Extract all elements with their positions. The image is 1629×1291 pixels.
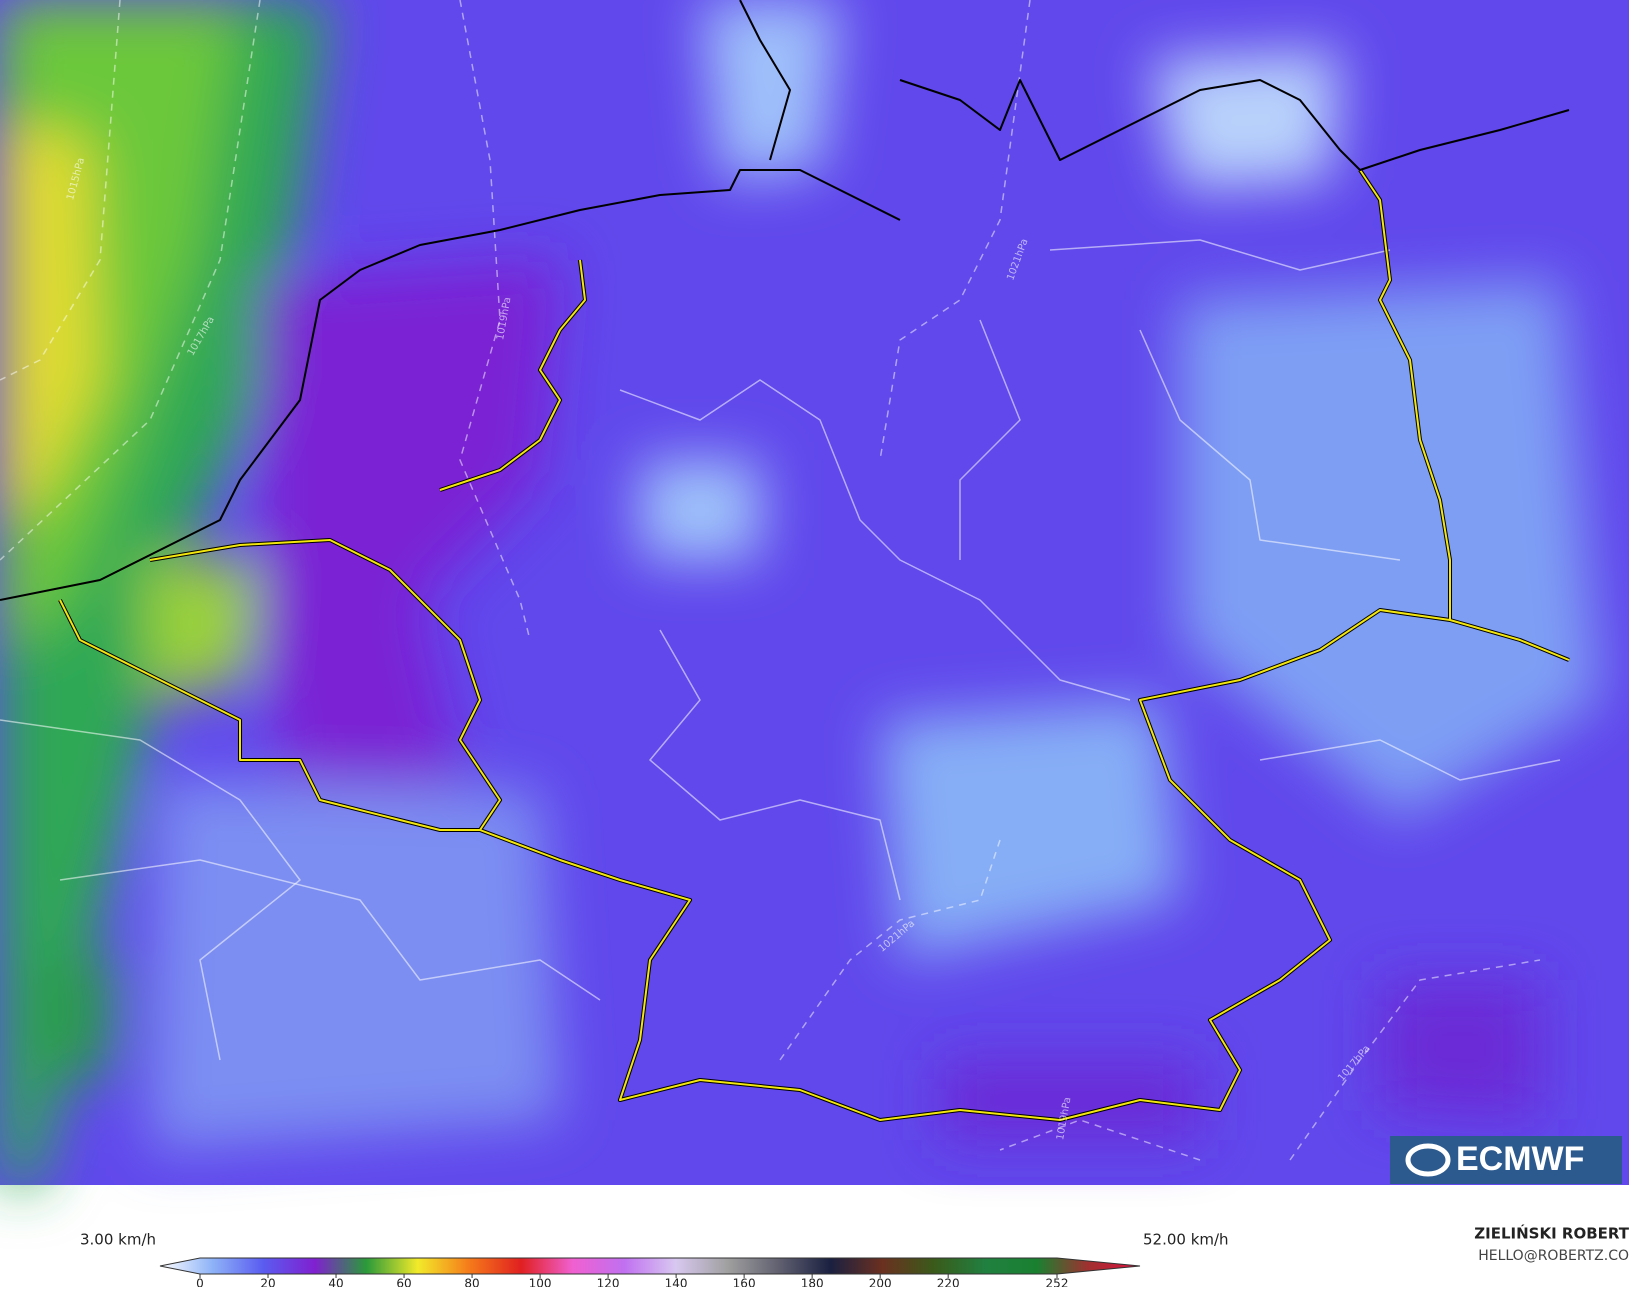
isobars — [0, 0, 1541, 1161]
logo-icon — [1405, 1143, 1451, 1177]
colorbar-max-label: 52.00 km/h — [1143, 1231, 1229, 1249]
colorbar-tick-label: 100 — [529, 1277, 552, 1288]
wind-field — [0, 0, 1629, 1185]
colorbar-tick-label: 180 — [801, 1277, 824, 1288]
colorbar-tick-label: 220 — [937, 1277, 960, 1288]
borders — [0, 0, 1570, 1161]
colorbar-tick-label: 40 — [328, 1277, 343, 1288]
colorbar-strip — [159, 1257, 1141, 1275]
logo-text: ECMWF — [1456, 1140, 1584, 1178]
colorbar-tick-label: 160 — [733, 1277, 756, 1288]
colorbar-tick-label: 120 — [597, 1277, 620, 1288]
colorbar-tick-label: 80 — [464, 1277, 479, 1288]
credit-author: ZIELIŃSKI ROBERT — [1474, 1224, 1629, 1243]
colorbar-tick-label: 60 — [396, 1277, 411, 1288]
colorbar-tick-label: 0 — [196, 1277, 204, 1288]
colorbar-tick-label: 140 — [665, 1277, 688, 1288]
logo: ECMWF — [1390, 1136, 1622, 1184]
credit-email: HELLO@ROBERTZ.CO — [1478, 1248, 1629, 1264]
coastline — [0, 0, 1570, 601]
admin-borders — [0, 239, 1561, 1061]
colorbar-min-label: 3.00 km/h — [80, 1231, 156, 1249]
colorbar-tick-label: 20 — [260, 1277, 275, 1288]
colorbar-tick-label: 252 — [1046, 1277, 1069, 1288]
country-border — [59, 169, 1570, 1121]
colorbar: 0 20 40 60 80 100 120 140 160 180 200 220 252 — [159, 1257, 1141, 1291]
colorbar-tick-label: 200 — [869, 1277, 892, 1288]
